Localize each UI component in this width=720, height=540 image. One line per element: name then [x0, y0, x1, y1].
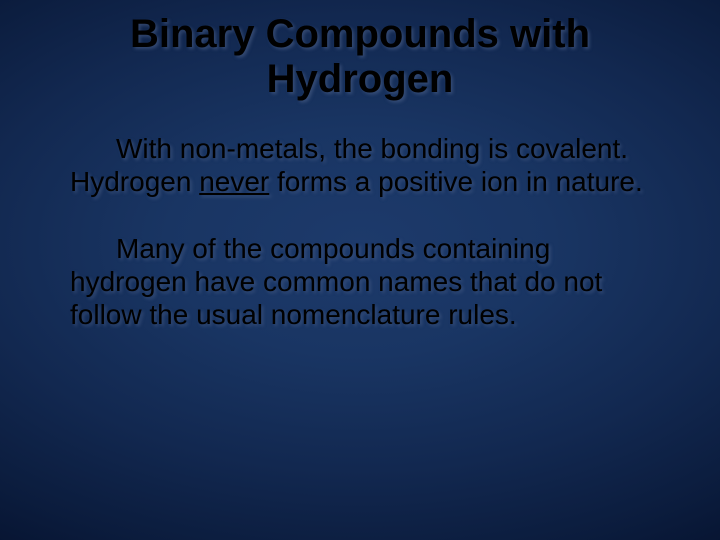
para1-underlined: never [199, 166, 269, 197]
slide-body: With non-metals, the bonding is covalent… [70, 132, 670, 331]
para1-part-b: forms a positive ion in nature. [269, 166, 643, 197]
paragraph-2: Many of the compounds containing hydroge… [70, 232, 670, 331]
slide-title: Binary Compounds with Hydrogen [0, 12, 720, 102]
title-line-1: Binary Compounds with [130, 12, 590, 56]
title-line-2: Hydrogen [267, 57, 454, 101]
paragraph-1: With non-metals, the bonding is covalent… [70, 132, 670, 198]
slide: Binary Compounds with Hydrogen With non-… [0, 0, 720, 540]
